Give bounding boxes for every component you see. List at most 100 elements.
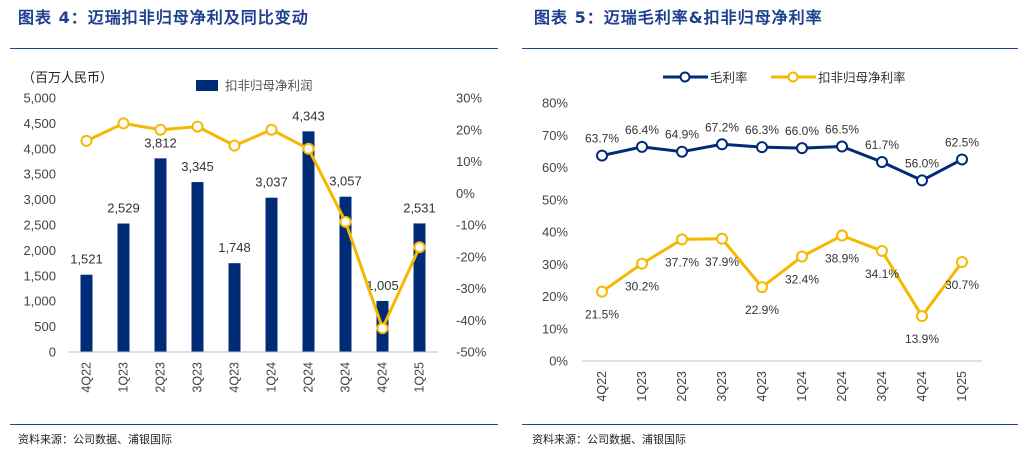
x-axis-tick-label: 1Q25 bbox=[955, 371, 969, 402]
y-axis-tick-label: 40% bbox=[542, 225, 568, 240]
x-axis-tick-label: 3Q23 bbox=[715, 371, 729, 402]
x-axis-tick-label: 4Q24 bbox=[915, 371, 929, 402]
source-note: 资料来源：公司数据、浦银国际 bbox=[18, 433, 172, 446]
gross-margin-point bbox=[716, 138, 728, 151]
net-margin-point bbox=[916, 310, 928, 323]
y-axis-tick-label: 20% bbox=[542, 289, 568, 304]
legend-net-margin-label: 扣非归母净利率 bbox=[818, 70, 906, 85]
y-axis-unit-label: （百万人民币） bbox=[22, 70, 113, 85]
yoy-point bbox=[117, 117, 130, 130]
y-axis-tick-label: 1,500 bbox=[23, 268, 56, 283]
y-axis-tick-label: 4,000 bbox=[23, 141, 56, 156]
net-margin-data-label: 34.1% bbox=[865, 267, 899, 281]
net-margin-data-label: 37.9% bbox=[705, 255, 739, 269]
x-axis-tick-label: 4Q23 bbox=[228, 362, 242, 393]
y2-axis-tick-label: -50% bbox=[456, 345, 487, 360]
x-axis-tick-label: 2Q23 bbox=[675, 371, 689, 402]
x-axis-tick-label: 4Q22 bbox=[80, 362, 94, 393]
x-axis-tick-label: 2Q23 bbox=[154, 362, 168, 393]
gross-margin-data-label: 66.0% bbox=[785, 124, 819, 138]
gross-margin-point bbox=[636, 140, 648, 153]
y-axis-tick-label: 0% bbox=[549, 354, 568, 369]
x-axis-tick-label: 3Q23 bbox=[191, 362, 205, 393]
yoy-point bbox=[339, 215, 352, 228]
net-profit-bar-line-chart: （百万人民币） 扣非归母净利润 0 500 1,000 1,500 2,000 2,500 3,… bbox=[22, 70, 487, 393]
margin-line-chart: 毛利率 扣非归母净利率 0% 10% 20% 30% 40% 50% 60% 70% 80% 63.7… bbox=[542, 70, 982, 402]
y-axis-tick-label: 30% bbox=[542, 257, 568, 272]
gross-margin-line bbox=[601, 142, 963, 182]
y-axis-tick-label: 500 bbox=[34, 319, 56, 334]
x-axis-tick-label: 3Q24 bbox=[875, 371, 889, 402]
net-margin-point bbox=[796, 250, 808, 263]
legend-bar-swatch bbox=[196, 80, 218, 91]
chart-title: 图表 4：迈瑞扣非归母净利及同比变动 bbox=[18, 8, 309, 27]
net-margin-point bbox=[636, 257, 648, 270]
gross-margin-point bbox=[596, 149, 608, 162]
net-margin-data-label: 22.9% bbox=[745, 303, 779, 317]
yoy-point bbox=[376, 322, 389, 335]
yoy-line bbox=[85, 121, 421, 330]
net-margin-point bbox=[756, 281, 768, 294]
bar-data-label: 3,037 bbox=[255, 175, 288, 190]
net-margin-data-label: 30.2% bbox=[625, 280, 659, 294]
y-axis-tick-label: 70% bbox=[542, 128, 568, 143]
chart-title: 图表 5：迈瑞毛利率&扣非归母净利率 bbox=[534, 8, 823, 27]
y-axis-tick-label: 80% bbox=[542, 96, 568, 111]
net-margin-data-label: 13.9% bbox=[905, 332, 939, 346]
yoy-point bbox=[265, 123, 278, 136]
x-axis-tick-label: 1Q24 bbox=[265, 362, 279, 393]
y-axis-tick-label: 50% bbox=[542, 192, 568, 207]
yoy-point bbox=[302, 142, 315, 155]
net-margin-data-label: 21.5% bbox=[585, 308, 619, 322]
net-margin-point bbox=[716, 232, 728, 245]
bar bbox=[154, 158, 167, 352]
y2-axis-tick-label: 20% bbox=[456, 122, 482, 137]
gross-margin-data-label: 63.7% bbox=[585, 132, 619, 146]
net-margin-data-label: 30.7% bbox=[945, 278, 979, 292]
y-axis-tick-label: 3,500 bbox=[23, 167, 56, 182]
y2-axis-tick-label: -20% bbox=[456, 249, 487, 264]
gross-margin-data-label: 62.5% bbox=[945, 135, 979, 149]
y2-axis-tick-label: 30% bbox=[456, 91, 482, 106]
legend-net-margin-marker bbox=[787, 71, 799, 83]
net-margin-data-label: 32.4% bbox=[785, 273, 819, 287]
y2-axis-tick-label: -10% bbox=[456, 218, 487, 233]
bar-data-label: 2,529 bbox=[107, 201, 140, 216]
y-axis-tick-label: 2,000 bbox=[23, 243, 56, 258]
gross-margin-data-label: 64.9% bbox=[665, 128, 699, 142]
bar bbox=[80, 274, 93, 352]
bar bbox=[191, 182, 204, 352]
gross-margin-data-label: 56.0% bbox=[905, 156, 939, 170]
net-margin-data-label: 38.9% bbox=[825, 252, 859, 266]
y-axis-tick-label: 60% bbox=[542, 160, 568, 175]
title-divider bbox=[522, 48, 1018, 49]
source-divider bbox=[10, 424, 498, 425]
y-axis-tick-label: 4,500 bbox=[23, 116, 56, 131]
net-profit-chart-panel: 图表 4：迈瑞扣非归母净利及同比变动 （百万人民币） 扣非归母净利润 0 500 1,0… bbox=[0, 0, 505, 451]
net-margin-point bbox=[956, 255, 968, 268]
y2-axis-tick-label: -30% bbox=[456, 281, 487, 296]
margin-chart-panel: 图表 5：迈瑞毛利率&扣非归母净利率 毛利率 扣非归母净利率 0% 10% 20% 30%… bbox=[518, 0, 1023, 451]
bar-data-label: 3,812 bbox=[144, 135, 177, 150]
gross-margin-point bbox=[956, 153, 968, 166]
bar bbox=[228, 263, 241, 352]
bar-data-label: 2,531 bbox=[403, 200, 436, 215]
bar bbox=[117, 223, 130, 352]
title-divider bbox=[10, 48, 498, 49]
gross-margin-point bbox=[916, 174, 928, 187]
yoy-point bbox=[228, 139, 241, 152]
bar-data-label: 1,748 bbox=[218, 240, 251, 255]
bar bbox=[339, 196, 352, 352]
bar bbox=[265, 197, 278, 352]
gross-margin-data-label: 66.3% bbox=[745, 123, 779, 137]
gross-margin-point bbox=[676, 145, 688, 158]
x-axis-tick-label: 4Q22 bbox=[595, 371, 609, 402]
x-axis-tick-label: 4Q24 bbox=[376, 362, 390, 393]
net-margin-point bbox=[876, 245, 888, 258]
source-note: 资料来源：公司数据、浦银国际 bbox=[532, 433, 686, 446]
y2-axis-tick-label: 10% bbox=[456, 154, 482, 169]
x-axis-tick-label: 2Q24 bbox=[835, 371, 849, 402]
y-axis-tick-label: 2,500 bbox=[23, 218, 56, 233]
gross-margin-data-label: 67.2% bbox=[705, 120, 739, 134]
bar-data-label: 3,345 bbox=[181, 159, 214, 174]
